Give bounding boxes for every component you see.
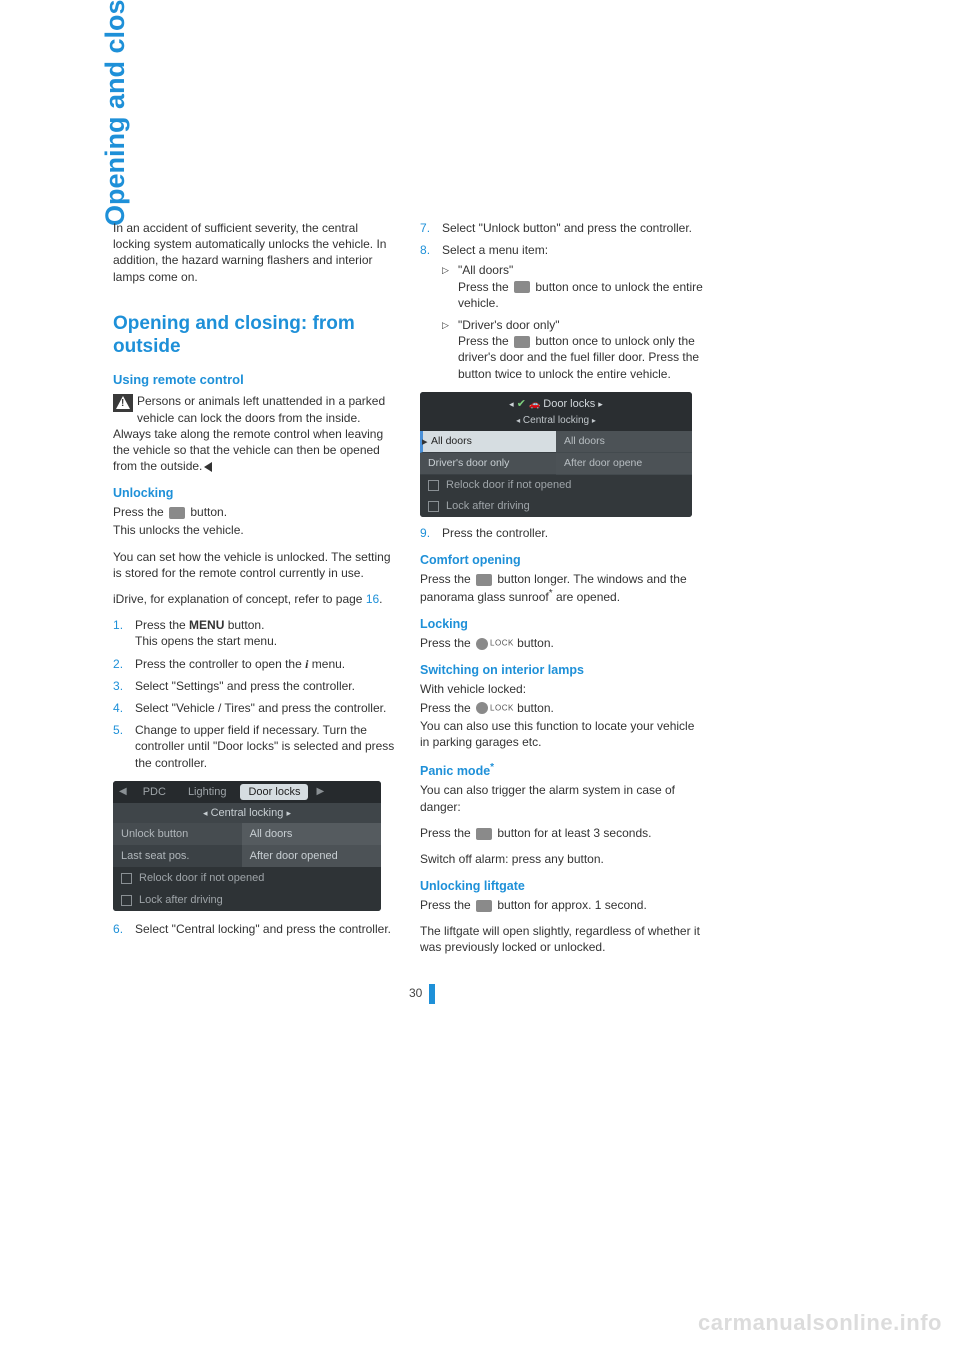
liftgate-heading: Unlocking liftgate	[420, 879, 705, 893]
unlock-line1: Press the button.	[113, 504, 398, 520]
scr2-title: ◂ ✔🚗 Door locks ▸	[420, 392, 692, 412]
page-marker	[429, 984, 435, 1004]
panic-key-icon	[476, 828, 492, 840]
opt-driver-door: "Driver's door only" Press the button on…	[442, 317, 705, 382]
side-section-title: Opening and closing	[100, 0, 131, 226]
step-8: Select a menu item: "All doors" Press th…	[420, 242, 705, 382]
asterisk-icon: *	[490, 762, 494, 773]
interior-heading: Switching on interior lamps	[420, 663, 705, 677]
lock-label: LOCK	[490, 703, 514, 712]
scr1-tab-doorlocks: Door locks	[240, 784, 308, 800]
step-5: Change to upper field if necessary. Turn…	[113, 722, 398, 771]
scr2-subtitle: ◂ Central locking ▸	[420, 412, 692, 431]
check-icon: ✔	[517, 398, 526, 410]
scr1-tab-lighting: Lighting	[180, 784, 235, 800]
step-3: Select "Settings" and press the controll…	[113, 678, 398, 694]
right-column: Select "Unlock button" and press the con…	[420, 220, 705, 966]
watermark: carmanualsonline.info	[698, 1310, 942, 1336]
scr2-opt1: Relock door if not opened	[420, 475, 692, 496]
comfort-text: Press the button longer. The windows and…	[420, 571, 705, 605]
step-4: Select "Vehicle / Tires" and press the c…	[113, 700, 398, 716]
interior-line1: With vehicle locked:	[420, 681, 705, 697]
interior-line2: Press the LOCK button.	[420, 700, 705, 716]
page-content: In an accident of sufficient severity, t…	[113, 220, 763, 966]
steps-list-right: Select "Unlock button" and press the con…	[420, 220, 705, 382]
panic-line1: You can also trigger the alarm system in…	[420, 782, 705, 814]
opt-all-doors: "All doors" Press the button once to unl…	[442, 262, 705, 311]
step-2: Press the controller to open the i menu.	[113, 656, 398, 672]
scr2-driver-only: Driver's door only	[420, 453, 556, 475]
warning-text: Persons or animals left unattended in a …	[113, 394, 385, 473]
arrow-right-icon: ▶	[314, 786, 326, 797]
intro-paragraph: In an accident of sufficient severity, t…	[113, 220, 398, 285]
steps-list-9: Press the controller.	[420, 525, 705, 541]
liftgate-key-icon	[476, 900, 492, 912]
scr1-row2: Last seat pos. After door opened	[113, 845, 381, 867]
scr1-header: ◂ Central locking ▸	[113, 803, 381, 823]
scr2-r-all-doors: All doors	[556, 431, 692, 453]
locking-heading: Locking	[420, 617, 705, 631]
liftgate-line2: The liftgate will open slightly, regardl…	[420, 923, 705, 955]
end-marker-icon	[204, 462, 212, 472]
locking-text: Press the LOCK button.	[420, 635, 705, 651]
scr1-tabrow: ◀ PDC Lighting Door locks ▶	[113, 781, 381, 803]
page-link[interactable]: 16	[366, 592, 379, 606]
section-heading: Opening and closing: from outside	[113, 313, 398, 359]
step-1: Press the MENU button. This opens the st…	[113, 617, 398, 649]
warning-paragraph: Persons or animals left unattended in a …	[113, 393, 398, 474]
unlock-key-icon	[514, 336, 530, 348]
lock-circle-icon	[476, 638, 488, 650]
interior-line3: You can also use this function to locate…	[420, 718, 705, 750]
liftgate-line1: Press the button for approx. 1 second.	[420, 897, 705, 913]
scr2-all-doors: All doors	[420, 431, 556, 453]
idrive-ref: iDrive, for explanation of concept, refe…	[113, 591, 398, 607]
scr1-opt2: Lock after driving	[113, 889, 381, 911]
unlock-key-icon	[514, 281, 530, 293]
step-7: Select "Unlock button" and press the con…	[420, 220, 705, 236]
unlock-line3: You can set how the vehicle is unlocked.…	[113, 549, 398, 581]
panic-line3: Switch off alarm: press any button.	[420, 851, 705, 867]
unlock-key-icon	[476, 574, 492, 586]
lock-circle-icon	[476, 702, 488, 714]
scr2-opt2: Lock after driving	[420, 496, 692, 517]
page-number: 30	[409, 986, 422, 1000]
idrive-screenshot-2: ◂ ✔🚗 Door locks ▸ ◂ Central locking ▸ Al…	[420, 392, 692, 517]
steps-list-cont: Select "Central locking" and press the c…	[113, 921, 398, 937]
panic-line2: Press the button for at least 3 seconds.	[420, 825, 705, 841]
step-9: Press the controller.	[420, 525, 705, 541]
comfort-heading: Comfort opening	[420, 553, 705, 567]
scr1-opt1: Relock door if not opened	[113, 867, 381, 889]
step-6: Select "Central locking" and press the c…	[113, 921, 398, 937]
unlocking-heading: Unlocking	[113, 486, 398, 500]
unlock-line2: This unlocks the vehicle.	[113, 522, 398, 538]
arrow-left-icon: ◀	[117, 786, 129, 797]
warning-icon	[113, 394, 133, 412]
left-column: In an accident of sufficient severity, t…	[113, 220, 398, 966]
scr1-tab-pdc: PDC	[135, 784, 174, 800]
step-8-options: "All doors" Press the button once to unl…	[442, 262, 705, 381]
lock-label: LOCK	[490, 639, 514, 648]
panic-heading: Panic mode*	[420, 762, 705, 778]
scr1-row1: Unlock button All doors	[113, 823, 381, 845]
subsection-heading: Using remote control	[113, 372, 398, 387]
steps-list: Press the MENU button. This opens the st…	[113, 617, 398, 771]
unlock-key-icon	[169, 507, 185, 519]
scr2-r-after-open: After door opene	[556, 453, 692, 475]
idrive-screenshot-1: ◀ PDC Lighting Door locks ▶ ◂ Central lo…	[113, 781, 398, 911]
